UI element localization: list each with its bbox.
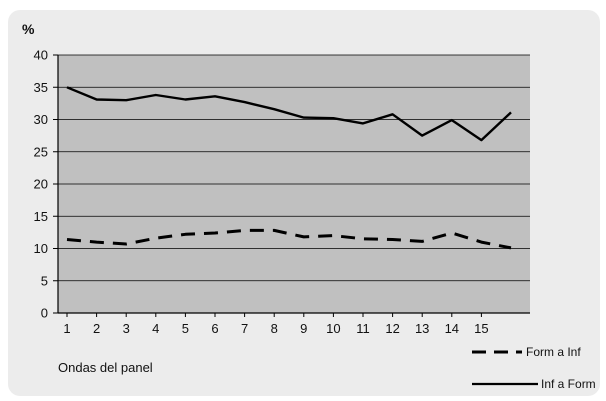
x-tick-label: 15 — [474, 321, 488, 336]
y-tick-label: 30 — [34, 112, 48, 127]
x-tick-label: 4 — [152, 321, 159, 336]
series-line-2 — [66, 86, 512, 142]
x-tick-label: 7 — [241, 321, 248, 336]
x-tick-label: 12 — [385, 321, 399, 336]
legend-label-1: Form a Inf — [526, 345, 581, 359]
y-tick-label: 10 — [34, 241, 48, 256]
x-tick-label: 14 — [445, 321, 459, 336]
x-tick-label: 2 — [93, 321, 100, 336]
y-tick-label: 35 — [34, 80, 48, 95]
x-tick-label: 6 — [211, 321, 218, 336]
y-axis-label: % — [22, 21, 35, 37]
y-tick-label: 5 — [41, 273, 48, 288]
y-tick-label: 25 — [34, 144, 48, 159]
x-tick-label: 9 — [300, 321, 307, 336]
y-tick-label: 40 — [34, 48, 48, 63]
y-tick-label: 0 — [41, 306, 48, 321]
y-tick-label: 20 — [34, 177, 48, 192]
x-tick-label: 1 — [63, 321, 70, 336]
x-tick-label: 11 — [356, 321, 370, 336]
x-tick-label: 8 — [271, 321, 278, 336]
x-tick-label: 3 — [123, 321, 130, 336]
x-axis-label: Ondas del panel — [58, 360, 153, 375]
x-tick-label: 5 — [182, 321, 189, 336]
legend-label-2: Inf a Form — [541, 377, 596, 391]
x-tick-label: 13 — [415, 321, 429, 336]
y-tick-label: 15 — [34, 209, 48, 224]
x-tick-label: 10 — [326, 321, 340, 336]
series-line-1 — [66, 228, 512, 250]
legend: Form a Inf Inf a Form — [472, 345, 596, 391]
